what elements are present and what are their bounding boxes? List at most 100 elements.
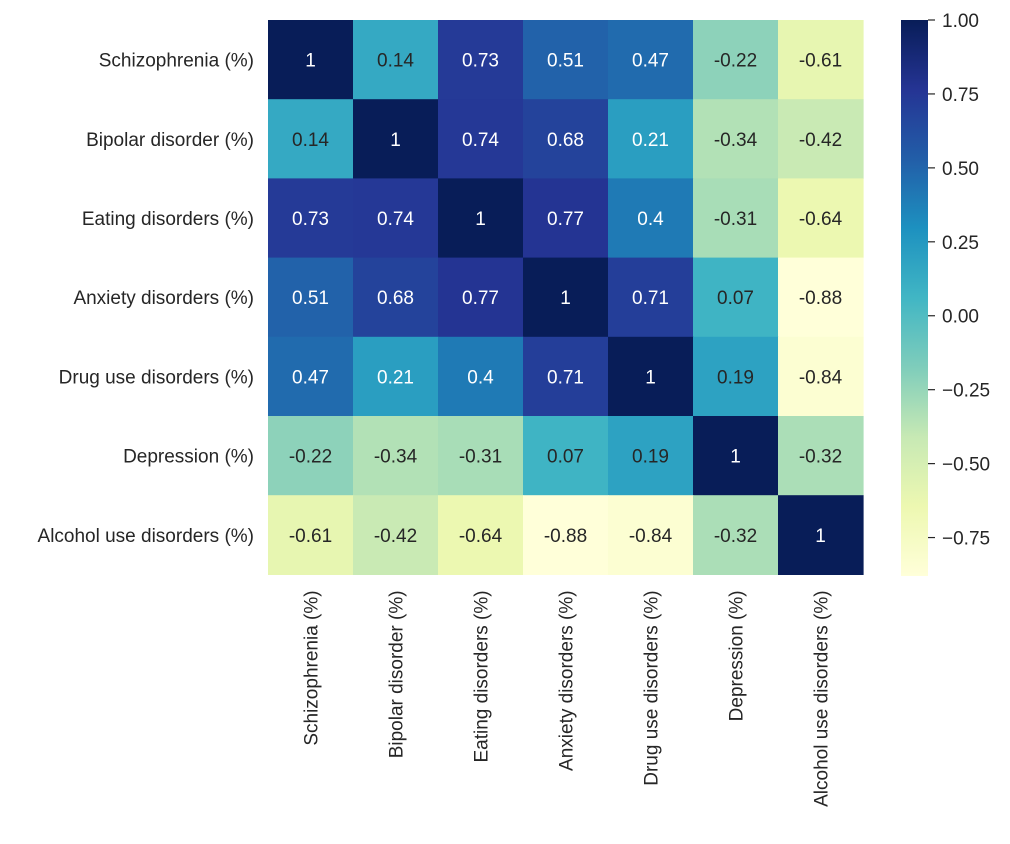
cell-value-label: 0.07 xyxy=(547,447,584,468)
colorbar-tick-label: −0.75 xyxy=(942,529,990,550)
y-tick-label: Drug use disorders (%) xyxy=(59,367,254,388)
heatmap-cell xyxy=(608,336,694,417)
heatmap-cell xyxy=(523,99,609,179)
heatmap-cell xyxy=(353,495,439,575)
heatmap-cell xyxy=(608,20,694,100)
colorbar-tick-label: −0.25 xyxy=(942,381,990,402)
y-tick-label: Alcohol use disorders (%) xyxy=(38,526,254,547)
heatmap-cell xyxy=(523,336,609,417)
y-tick-label: Anxiety disorders (%) xyxy=(73,288,254,309)
heatmap-cell xyxy=(608,416,694,496)
cell-value-label: -0.31 xyxy=(714,209,757,230)
cell-value-label: 0.74 xyxy=(377,209,414,230)
colorbar-tick-label: 0.50 xyxy=(942,159,979,180)
cell-value-label: 0.4 xyxy=(637,209,664,230)
cell-value-label: 1 xyxy=(815,526,826,547)
x-tick-label: Bipolar disorder (%) xyxy=(387,590,408,758)
colorbar-ticks: 1.00 0.75 0.50 0.25 0.00 −0.25 −0.50 −0.75 xyxy=(928,11,990,550)
heatmap-cell xyxy=(693,178,779,259)
cell-value-label: -0.22 xyxy=(714,51,757,72)
cell-value-label: 0.47 xyxy=(632,51,669,72)
heatmap-cell xyxy=(608,99,694,179)
x-tick-label: Schizophrenia (%) xyxy=(302,590,323,745)
heatmap-cell xyxy=(438,20,524,100)
x-tick-label: Drug use disorders (%) xyxy=(642,590,663,785)
cell-value-label: 1 xyxy=(475,209,486,230)
cell-value-label: 0.71 xyxy=(632,288,669,309)
heatmap-cell xyxy=(268,416,354,496)
heatmap-cell xyxy=(268,20,354,100)
heatmap-cell xyxy=(268,257,354,338)
cell-value-label: 0.73 xyxy=(462,51,499,72)
heatmap-cell xyxy=(523,495,609,575)
y-axis-tick-labels: Schizophrenia (%) Bipolar disorder (%) Eat… xyxy=(38,51,254,547)
cell-value-label: 0.4 xyxy=(467,367,494,388)
cell-value-label: -0.88 xyxy=(799,288,842,309)
cell-value-label: 1 xyxy=(645,367,656,388)
cell-value-label: -0.64 xyxy=(799,209,843,230)
cell-value-label: -0.88 xyxy=(544,526,587,547)
heatmap-cell xyxy=(438,336,524,417)
cell-value-label: 0.51 xyxy=(292,288,329,309)
cell-value-label: 0.21 xyxy=(632,130,669,151)
colorbar: 1.00 0.75 0.50 0.25 0.00 −0.25 −0.50 −0.75 xyxy=(901,11,990,576)
cell-value-label: 0.71 xyxy=(547,367,584,388)
cell-value-label: -0.61 xyxy=(289,526,332,547)
x-tick-label: Alcohol use disorders (%) xyxy=(812,590,833,806)
heatmap-cell xyxy=(693,99,779,179)
cell-value-label: 1 xyxy=(305,51,316,72)
cell-value-label: -0.34 xyxy=(374,447,418,468)
colorbar-tick-label: 0.25 xyxy=(942,233,979,254)
y-tick-label: Eating disorders (%) xyxy=(82,209,254,230)
heatmap-cell xyxy=(523,257,609,338)
heatmap-cell xyxy=(353,99,439,179)
heatmap-cell xyxy=(353,257,439,338)
cell-value-label: 0.74 xyxy=(462,130,499,151)
cell-value-label: 0.68 xyxy=(377,288,414,309)
heatmap-cell xyxy=(523,416,609,496)
y-tick-label: Schizophrenia (%) xyxy=(99,51,254,72)
x-tick-label: Depression (%) xyxy=(727,590,748,721)
heatmap-cell xyxy=(268,178,354,259)
heatmap-cell xyxy=(438,178,524,259)
cell-value-label: -0.42 xyxy=(799,130,842,151)
cell-value-label: -0.84 xyxy=(799,367,843,388)
x-axis-tick-labels: Schizophrenia (%) Bipolar disorder (%) Eat… xyxy=(302,590,833,806)
y-tick-label: Bipolar disorder (%) xyxy=(86,130,254,151)
cell-value-label: 0.73 xyxy=(292,209,329,230)
heatmap-cell xyxy=(353,416,439,496)
cell-value-label: 0.19 xyxy=(717,367,754,388)
colorbar-gradient xyxy=(901,20,928,576)
heatmap-cell xyxy=(608,178,694,259)
heatmap-cell xyxy=(353,178,439,259)
cell-value-label: -0.34 xyxy=(714,130,758,151)
cell-value-label: 1 xyxy=(730,447,741,468)
heatmap-cell xyxy=(353,336,439,417)
x-tick-label: Eating disorders (%) xyxy=(472,590,493,762)
heatmap-cell xyxy=(438,495,524,575)
heatmap-cell xyxy=(438,416,524,496)
cell-value-label: 0.21 xyxy=(377,367,414,388)
heatmap-cell xyxy=(268,495,354,575)
heatmap-cell xyxy=(608,495,694,575)
heatmap-cell xyxy=(438,99,524,179)
heatmap-cell xyxy=(778,495,864,575)
heatmap-cell xyxy=(693,336,779,417)
cell-value-label: 1 xyxy=(390,130,401,151)
cell-value-label: -0.32 xyxy=(714,526,757,547)
heatmap-cell xyxy=(693,495,779,575)
cell-value-label: -0.42 xyxy=(374,526,417,547)
heatmap-cell xyxy=(693,20,779,100)
heatmap-cell xyxy=(693,257,779,338)
heatmap-cells: 1 0.14 0.73 0.51 0.47 -0.22 -0.61 0.14 1 0.74 0.68… xyxy=(268,20,864,575)
heatmap-cell xyxy=(778,257,864,338)
x-tick-label: Anxiety disorders (%) xyxy=(557,590,578,771)
cell-value-label: 0.77 xyxy=(547,209,584,230)
heatmap-cell xyxy=(523,20,609,100)
cell-value-label: 1 xyxy=(560,288,571,309)
cell-value-label: 0.07 xyxy=(717,288,754,309)
cell-value-label: 0.19 xyxy=(632,447,669,468)
cell-value-label: 0.47 xyxy=(292,367,329,388)
colorbar-tick-label: 0.75 xyxy=(942,85,979,106)
